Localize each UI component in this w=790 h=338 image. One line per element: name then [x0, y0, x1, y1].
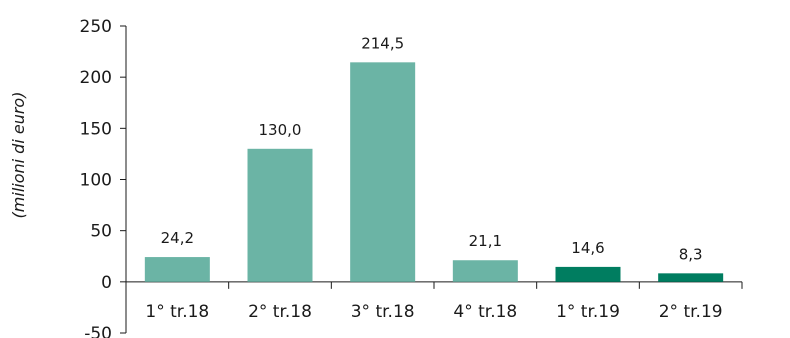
- y-tick-label: 250: [80, 17, 112, 37]
- bar: [350, 62, 416, 282]
- x-tick-label: 2° tr.19: [659, 302, 723, 322]
- bar: [452, 260, 518, 282]
- bars: [144, 62, 724, 282]
- y-tick-label: 50: [90, 222, 112, 242]
- y-axis: 250 200 150 100 50 0 -50: [80, 17, 127, 338]
- bar: [247, 148, 313, 282]
- y-tick-label: 0: [101, 273, 112, 293]
- bar: [144, 257, 210, 282]
- data-label: 214,5: [361, 34, 404, 52]
- data-label: 24,2: [161, 229, 194, 247]
- data-label: 14,6: [571, 239, 604, 257]
- data-labels: 24,2 130,0 214,5 21,1 14,6 8,3: [161, 34, 703, 263]
- data-label: 8,3: [679, 245, 703, 263]
- y-axis-title: (milioni di euro): [9, 92, 28, 219]
- bar: [658, 273, 724, 282]
- x-tick-label: 3° tr.18: [351, 302, 415, 322]
- x-tick-label: 1° tr.19: [556, 302, 620, 322]
- data-label: 130,0: [259, 121, 302, 139]
- x-axis: 1° tr.18 2° tr.18 3° tr.18 4° tr.18 1° tr.19…: [125, 281, 743, 322]
- y-tick-label: 150: [80, 119, 112, 139]
- x-tick-label: 1° tr.18: [145, 302, 209, 322]
- x-tick-label: 4° tr.18: [453, 302, 517, 322]
- data-label: 21,1: [469, 232, 502, 250]
- y-tick-label: 100: [80, 171, 112, 191]
- y-tick-label: 200: [80, 68, 112, 88]
- bar: [555, 266, 621, 282]
- y-tick-label: -50: [84, 324, 112, 338]
- x-tick-label: 2° tr.18: [248, 302, 312, 322]
